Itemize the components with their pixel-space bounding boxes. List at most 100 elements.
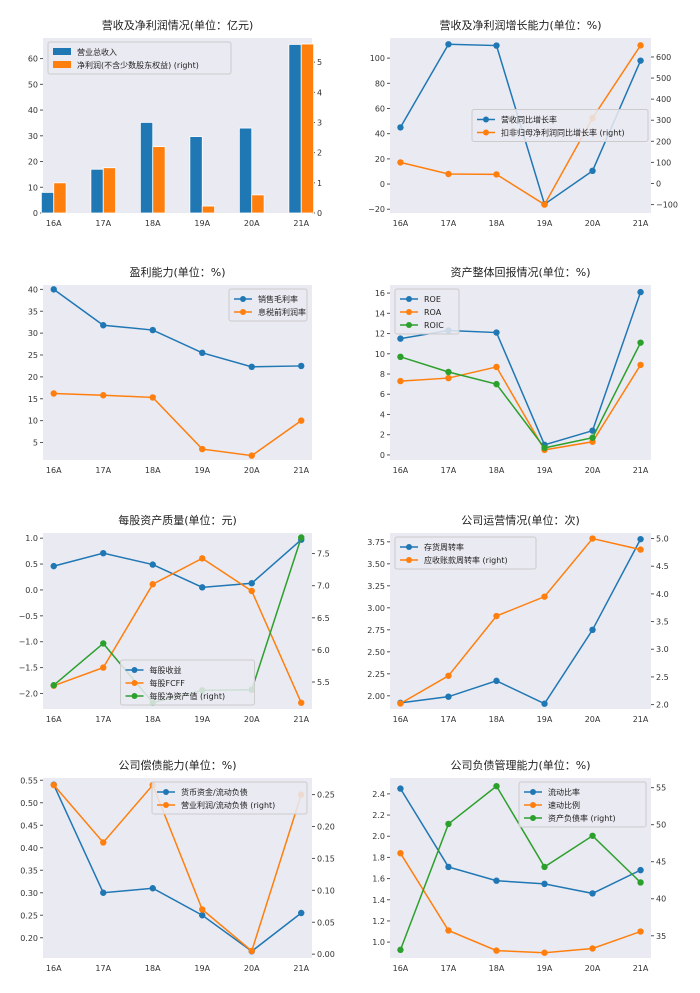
y-right-tick-label: 2.0 — [656, 701, 669, 710]
series-line — [399, 852, 641, 954]
chart-title: 公司负债管理能力(单位：%) — [450, 758, 590, 772]
data-point — [397, 159, 404, 166]
x-tick-label: 18A — [489, 715, 505, 724]
legend-marker — [406, 544, 412, 550]
data-point — [493, 329, 500, 336]
chart-3: 盈利能力(单位：%) 16A 17A 18A 19A 20A 21A 5 10 15 20 25 30 3… — [28, 265, 312, 475]
data-point — [589, 890, 596, 897]
y-tick-label: 8 — [380, 370, 385, 379]
y-right-tick-label: 4 — [317, 88, 322, 97]
y-tick-label: 10 — [28, 417, 38, 426]
y-right-tick-label: 0.05 — [317, 918, 335, 927]
x-tick-label: 18A — [489, 466, 505, 475]
chart-2: 营收及净利润增长能力(单位：%) 16A 17A 18A 19A 20A 21A −20 0 20… — [368, 18, 678, 228]
data-point — [445, 672, 452, 679]
data-point — [493, 363, 500, 371]
x-tick-label: 17A — [441, 715, 457, 724]
data-point — [100, 549, 107, 557]
chart-title: 资产整体回报情况(单位：%) — [450, 265, 590, 279]
bar — [251, 194, 265, 214]
y-tick-label: 35 — [28, 307, 38, 316]
y-tick-label: 100 — [370, 54, 385, 63]
y-right-tick-label: 3.5 — [656, 618, 669, 627]
x-tick-label: 17A — [95, 964, 111, 973]
y-tick-label: 2 — [380, 431, 385, 440]
data-point — [397, 946, 404, 954]
bar — [201, 205, 216, 214]
series-line — [399, 788, 641, 895]
x-tick-label: 16A — [393, 466, 409, 475]
x-tick-label: 21A — [293, 715, 309, 724]
series-line — [53, 784, 302, 953]
data-point — [493, 612, 500, 620]
data-point — [589, 626, 596, 633]
data-point — [493, 947, 500, 954]
series-line — [400, 364, 642, 451]
data-point — [298, 417, 305, 424]
y-tick-label: 0.5 — [25, 560, 38, 569]
data-point — [50, 286, 57, 293]
y-tick-label: 4 — [380, 410, 385, 419]
series-line — [400, 44, 642, 206]
y-tick-label: 2.00 — [367, 692, 385, 701]
y-tick-label: 1.4 — [372, 896, 385, 905]
data-point — [493, 42, 500, 49]
y-tick-label: 12 — [375, 330, 385, 339]
x-tick-label: 19A — [537, 964, 553, 973]
chart-title: 营收及净利润增长能力(单位：%) — [439, 18, 601, 32]
data-point — [397, 849, 404, 857]
y-tick-label: 80 — [375, 79, 385, 88]
y-tick-label: 0.40 — [20, 844, 38, 853]
data-point — [637, 546, 644, 553]
y-tick-label: 1.2 — [372, 917, 385, 926]
data-point — [637, 57, 644, 64]
data-point — [397, 124, 404, 131]
legend-marker — [131, 693, 138, 699]
y-right-tick-label: 200 — [656, 137, 671, 146]
chart-8: 公司负债管理能力(单位：%) 16A 17A 18A 19A 20A 21A 1.0 1.2 1.… — [372, 758, 666, 973]
data-point — [493, 171, 500, 178]
data-point — [637, 879, 644, 886]
y-tick-label: 0 — [33, 209, 38, 218]
legend-marker — [530, 802, 536, 808]
y-tick-label: 20 — [375, 155, 385, 164]
data-point — [589, 535, 596, 542]
y-right-tick-label: 45 — [656, 858, 666, 867]
data-point — [397, 335, 404, 342]
x-tick-label: 17A — [441, 964, 457, 973]
series-line — [53, 557, 302, 704]
y-right-tick-label: 500 — [656, 74, 671, 83]
data-point — [50, 562, 57, 570]
y-right-tick-label: 5.0 — [656, 535, 669, 544]
data-point — [248, 363, 255, 371]
data-point — [589, 434, 596, 441]
y-tick-label: 40 — [28, 106, 38, 115]
y-tick-label: 1.8 — [372, 853, 385, 862]
data-point — [589, 427, 596, 434]
data-point — [493, 677, 500, 685]
data-point — [589, 167, 596, 175]
y-tick-label: 2.25 — [367, 670, 385, 679]
data-point — [248, 587, 255, 595]
y-right-tick-label: 50 — [656, 821, 666, 830]
data-point — [50, 781, 57, 789]
x-tick-label: 20A — [244, 219, 260, 228]
data-point — [445, 170, 452, 178]
x-tick-label: 20A — [244, 715, 260, 724]
data-point — [445, 368, 452, 376]
x-tick-label: 21A — [633, 466, 649, 475]
data-point — [100, 640, 107, 647]
y-tick-label: 10 — [28, 183, 38, 192]
series-line — [400, 537, 641, 705]
legend-label: ROA — [424, 308, 442, 317]
y-tick-label: 2.4 — [372, 790, 385, 799]
bar — [300, 43, 315, 214]
y-tick-label: −0.5 — [19, 612, 38, 621]
data-point — [445, 863, 452, 871]
y-tick-label: 2.0 — [372, 832, 385, 841]
y-right-tick-label: 0.15 — [317, 854, 335, 863]
data-point — [149, 394, 156, 401]
legend-label: 营收同比增长率 — [501, 115, 557, 125]
